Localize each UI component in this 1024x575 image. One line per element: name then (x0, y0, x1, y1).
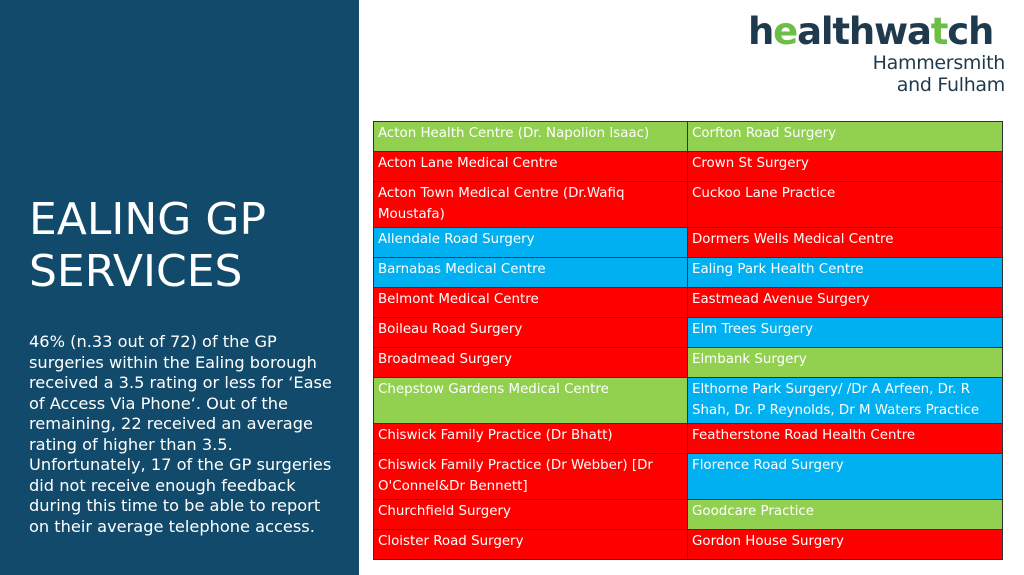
table-row: Acton Health Centre (Dr. Napolion Isaac)… (373, 121, 1003, 152)
surgery-cell: Featherstone Road Health Centre (687, 423, 1003, 454)
table-row: Boileau Road Surgery Elm Trees Surgery (373, 317, 1003, 348)
summary-text: 46% (n.33 out of 72) of the GP surgeries… (29, 332, 332, 536)
table-row: Broadmead Surgery Elmbank Surgery (373, 347, 1003, 378)
surgery-cell: Acton Health Centre (Dr. Napolion Isaac) (373, 121, 688, 152)
table-row: Allendale Road Surgery Dormers Wells Medi… (373, 227, 1003, 258)
surgery-cell: Chiswick Family Practice (Dr Webber) [Dr… (373, 453, 688, 500)
left-panel: EALING GP SERVICES 46% (n.33 out of 72) … (0, 0, 359, 575)
table-row: Acton Town Medical Centre (Dr.Wafiq Mous… (373, 181, 1003, 228)
gp-surgeries-table: Acton Health Centre (Dr. Napolion Isaac)… (373, 121, 1003, 560)
surgery-cell: Chiswick Family Practice (Dr Bhatt) (373, 423, 688, 454)
surgery-cell: Crown St Surgery (687, 151, 1003, 182)
surgery-cell: Broadmead Surgery (373, 347, 688, 378)
surgery-cell: Elthorne Park Surgery/ /Dr A Arfeen, Dr.… (687, 377, 1003, 424)
surgery-cell: Gordon House Surgery (687, 529, 1003, 560)
table-row: Acton Lane Medical Centre Crown St Surger… (373, 151, 1003, 182)
slide-title: EALING GP SERVICES (29, 194, 349, 298)
logo-line1: Hammersmith (872, 52, 1006, 74)
surgery-cell: Corfton Road Surgery (687, 121, 1003, 152)
surgery-cell: Boileau Road Surgery (373, 317, 688, 348)
surgery-cell: Acton Lane Medical Centre (373, 151, 688, 182)
table-row: Cloister Road Surgery Gordon House Surger… (373, 529, 1003, 560)
slide-title-line1: EALING GP (29, 194, 267, 245)
surgery-cell: Elm Trees Surgery (687, 317, 1003, 348)
table-row: Barnabas Medical Centre Ealing Park Healt… (373, 257, 1003, 288)
surgery-cell: Chepstow Gardens Medical Centre (373, 377, 688, 424)
surgery-cell: Belmont Medical Centre (373, 287, 688, 318)
logo-line2: and Fulham (896, 74, 1006, 96)
slide-title-line2: SERVICES (29, 246, 243, 297)
table-row: Chiswick Family Practice (Dr Webber) [Dr… (373, 453, 1003, 500)
healthwatch-logo: healthwatch Hammersmith and Fulham (748, 10, 1008, 96)
surgery-cell: Ealing Park Health Centre (687, 257, 1003, 288)
surgery-cell: Florence Road Surgery (687, 453, 1003, 500)
surgery-cell: Eastmead Avenue Surgery (687, 287, 1003, 318)
table-row: Chiswick Family Practice (Dr Bhatt) Feath… (373, 423, 1003, 454)
surgery-cell: Acton Town Medical Centre (Dr.Wafiq Mous… (373, 181, 688, 228)
table-row: Chepstow Gardens Medical Centre Elthorne … (373, 377, 1003, 424)
surgery-cell: Barnabas Medical Centre (373, 257, 688, 288)
surgery-cell: Allendale Road Surgery (373, 227, 688, 258)
logo-wordmark: healthwatch (748, 10, 994, 53)
surgery-cell: Elmbank Surgery (687, 347, 1003, 378)
table-row: Belmont Medical Centre Eastmead Avenue Su… (373, 287, 1003, 318)
surgery-cell: Dormers Wells Medical Centre (687, 227, 1003, 258)
surgery-cell: Cuckoo Lane Practice (687, 181, 1003, 228)
surgery-cell: Goodcare Practice (687, 499, 1003, 530)
surgery-cell: Churchfield Surgery (373, 499, 688, 530)
table-row: Churchfield Surgery Goodcare Practice (373, 499, 1003, 530)
surgery-cell: Cloister Road Surgery (373, 529, 688, 560)
